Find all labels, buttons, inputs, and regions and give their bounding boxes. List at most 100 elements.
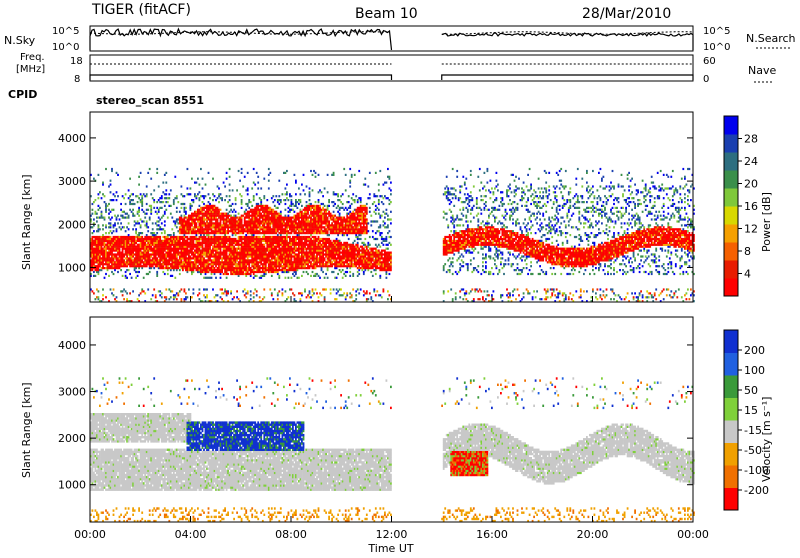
echo-cell	[315, 236, 317, 238]
echo-cell	[272, 209, 274, 211]
echo-cell	[92, 209, 94, 211]
echo-cell	[174, 296, 176, 298]
freq-tick-high: 18	[70, 56, 83, 67]
echo-cell	[120, 209, 122, 211]
echo-cell	[159, 238, 161, 240]
echo-cell	[200, 252, 202, 254]
echo-cell	[176, 226, 178, 228]
echo-cell	[220, 215, 222, 217]
echo-cell	[260, 217, 262, 219]
log-tick-low-left: 10^0	[52, 42, 79, 53]
echo-cell	[164, 174, 166, 176]
echo-cell	[199, 248, 201, 250]
echo-cell	[274, 288, 276, 290]
echo-cell	[301, 255, 303, 257]
echo-cell	[165, 182, 167, 184]
echo-cell	[101, 213, 103, 215]
echo-cell	[203, 257, 205, 259]
echo-cell	[280, 252, 282, 254]
echo-cell	[235, 199, 237, 201]
echo-cell	[336, 238, 338, 240]
echo-cell	[321, 222, 323, 224]
echo-cell	[217, 218, 219, 220]
echo-cell	[129, 292, 131, 294]
echo-cell	[200, 265, 202, 267]
echo-cell	[137, 275, 139, 277]
echo-cell	[158, 209, 160, 211]
echo-cell	[223, 292, 225, 294]
echo-cell	[98, 174, 100, 176]
echo-cell	[188, 220, 190, 222]
echo-cell	[256, 172, 258, 174]
echo-cell	[99, 236, 101, 238]
echo-cell	[277, 298, 279, 300]
echo-cell	[159, 259, 161, 261]
echo-cell	[226, 178, 228, 180]
echo-cell	[193, 199, 195, 201]
echo-cell	[315, 176, 317, 178]
echo-cell	[141, 232, 143, 234]
echo-cell	[155, 211, 157, 213]
echo-cell	[99, 217, 101, 219]
echo-cell	[102, 234, 104, 236]
echo-cell	[321, 230, 323, 232]
echo-cell	[147, 226, 149, 228]
echo-cell	[241, 195, 243, 197]
echo-cell	[184, 238, 186, 240]
echo-cell	[343, 292, 345, 294]
echo-cell	[217, 220, 219, 222]
echo-cell	[162, 191, 164, 193]
echo-cell	[176, 298, 178, 300]
freq-tick-low: 8	[74, 74, 80, 85]
echo-cell	[280, 215, 282, 217]
echo-cell	[313, 170, 315, 172]
echo-cell	[185, 213, 187, 215]
echo-cell	[330, 259, 332, 261]
echo-cell	[336, 292, 338, 294]
echo-cell	[140, 218, 142, 220]
echo-cell	[190, 259, 192, 261]
echo-cell	[110, 180, 112, 182]
echo-cell	[241, 259, 243, 261]
echo-cell	[132, 199, 134, 201]
echo-cell	[310, 238, 312, 240]
echo-cell	[307, 211, 309, 213]
echo-cell	[134, 224, 136, 226]
echo-cell	[321, 252, 323, 254]
echo-cell	[260, 263, 262, 265]
echo-cell	[221, 271, 223, 273]
echo-cell	[324, 259, 326, 261]
echo-cell	[331, 222, 333, 224]
echo-cell	[111, 292, 113, 294]
echo-cell	[108, 213, 110, 215]
echo-cell	[119, 252, 121, 254]
echo-cell	[191, 250, 193, 252]
echo-cell	[99, 265, 101, 267]
echo-cell	[217, 294, 219, 296]
echo-cell	[104, 218, 106, 220]
echo-cell	[269, 288, 271, 290]
echo-cell	[99, 255, 101, 257]
echo-cell	[340, 255, 342, 257]
echo-cell	[176, 220, 178, 222]
echo-cell	[315, 288, 317, 290]
echo-cell	[263, 197, 265, 199]
echo-cell	[224, 228, 226, 230]
echo-cell	[288, 199, 290, 201]
echo-cell	[278, 267, 280, 269]
echo-cell	[200, 195, 202, 197]
echo-cell	[147, 172, 149, 174]
echo-cell	[179, 259, 181, 261]
echo-cell	[200, 226, 202, 228]
echo-cell	[187, 236, 189, 238]
echo-cell	[229, 184, 231, 186]
echo-cell	[307, 263, 309, 265]
echo-cell	[194, 220, 196, 222]
echo-cell	[278, 277, 280, 279]
echo-cell	[235, 230, 237, 232]
echo-cell	[123, 298, 125, 300]
echo-cell	[257, 207, 259, 209]
echo-cell	[277, 271, 279, 273]
echo-cell	[301, 240, 303, 242]
